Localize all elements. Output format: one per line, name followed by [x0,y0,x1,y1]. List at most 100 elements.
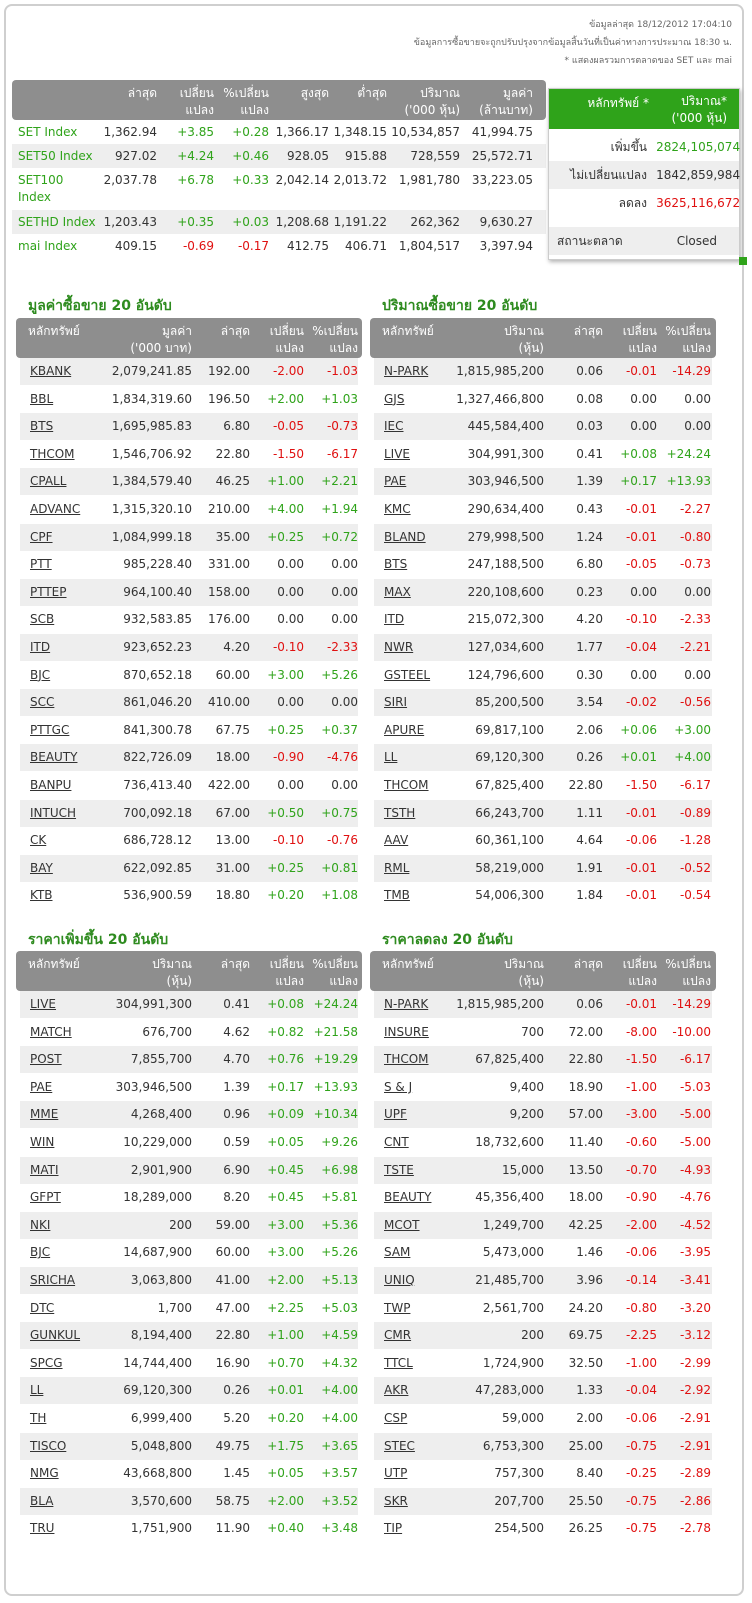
symbol-link[interactable]: SCB [30,612,55,627]
symbol-link[interactable]: BAY [30,860,53,875]
symbol-link[interactable]: MCOT [384,1217,420,1232]
symbol-link[interactable]: TSTH [384,805,416,820]
table-row[interactable]: MATI 2,901,900 6.90 +0.45 +6.98 [20,1156,358,1184]
symbol-link[interactable]: THCOM [384,778,429,792]
table-row[interactable]: KMC 290,634,400 0.43 -0.01 -2.27 [374,496,712,523]
table-row[interactable]: TSTH 66,243,700 1.11 -0.01 -0.89 [374,799,712,827]
table-row[interactable]: MATCH 676,700 4.62 +0.82 +21.58 [20,1019,358,1046]
table-row[interactable]: TH 6,999,400 5.20 +0.20 +4.00 [20,1405,358,1432]
table-row[interactable]: KBANK 2,079,241.85 192.00 -2.00 -1.03 [20,358,358,385]
table-row[interactable]: MCOT 1,249,700 42.25 -2.00 -4.52 [374,1211,712,1239]
table-row[interactable]: APURE 69,817,100 2.06 +0.06 +3.00 [374,717,712,744]
table-row[interactable]: BTS 247,188,500 6.80 -0.05 -0.73 [374,551,712,578]
table-row[interactable]: PAE 303,946,500 1.39 +0.17 +13.93 [20,1074,358,1101]
symbol-link[interactable]: KTB [30,888,53,903]
symbol-link[interactable]: LL [384,750,398,765]
table-row[interactable]: BEAUTY 45,356,400 18.00 -0.90 -4.76 [374,1184,712,1211]
index-name[interactable]: SET Index [18,125,78,139]
symbol-link[interactable]: STEC [384,1438,415,1453]
table-row[interactable]: TISCO 5,048,800 49.75 +1.75 +3.65 [20,1432,358,1460]
table-row[interactable]: BAY 622,092.85 31.00 +0.25 +0.81 [20,854,358,882]
table-row[interactable]: AAV 60,361,100 4.64 -0.06 -1.28 [374,827,712,854]
symbol-link[interactable]: N-PARK [384,364,429,378]
table-row[interactable]: SIRI 85,200,500 3.54 -0.02 -0.56 [374,689,712,717]
table-row[interactable]: GFPT 18,289,000 8.20 +0.45 +5.81 [20,1184,358,1211]
symbol-link[interactable]: ADVANC [30,502,81,516]
table-row[interactable]: POST 7,855,700 4.70 +0.76 +19.29 [20,1046,358,1074]
table-row[interactable]: UPF 9,200 57.00 -3.00 -5.00 [374,1101,712,1129]
symbol-link[interactable]: AAV [384,833,409,848]
table-row[interactable]: ITD 215,072,300 4.20 -0.10 -2.33 [374,606,712,633]
symbol-link[interactable]: MATI [30,1162,59,1177]
index-row[interactable]: SET100 Index 2,037.78 +6.78 +0.33 2,042.14 2,… [12,168,546,210]
symbol-link[interactable]: CNT [384,1135,409,1149]
symbol-link[interactable]: WIN [30,1135,55,1149]
table-row[interactable]: ADVANC 1,315,320.10 210.00 +4.00 +1.94 [20,496,358,523]
symbol-link[interactable]: DTC [30,1300,55,1315]
symbol-link[interactable]: APURE [384,722,425,737]
table-row[interactable]: NMG 43,668,800 1.45 +0.05 +3.57 [20,1460,358,1487]
table-row[interactable]: DTC 1,700 47.00 +2.25 +5.03 [20,1295,358,1322]
symbol-link[interactable]: NMG [30,1466,59,1481]
table-row[interactable]: LL 69,120,300 0.26 +0.01 +4.00 [20,1377,358,1405]
symbol-link[interactable]: BJC [30,667,51,682]
table-row[interactable]: UTP 757,300 8.40 -0.25 -2.89 [374,1460,712,1487]
table-row[interactable]: AKR 47,283,000 1.33 -0.04 -2.92 [374,1377,712,1405]
index-row[interactable]: SETHD Index 1,203.43 +0.35 +0.03 1,208.68 1,1… [12,210,546,234]
symbol-link[interactable]: BTS [30,419,54,434]
symbol-link[interactable]: CPF [30,529,53,544]
table-row[interactable]: CMR 200 69.75 -2.25 -3.12 [374,1322,712,1350]
table-row[interactable]: LIVE 304,991,300 0.41 +0.08 +24.24 [374,441,712,468]
symbol-link[interactable]: TWP [384,1300,411,1315]
table-row[interactable]: WIN 10,229,000 0.59 +0.05 +9.26 [20,1129,358,1156]
table-row[interactable]: SCB 932,583.85 176.00 0.00 0.00 [20,606,358,633]
table-row[interactable]: BLAND 279,998,500 1.24 -0.01 -0.80 [374,523,712,551]
symbol-link[interactable]: UTP [384,1466,408,1481]
table-row[interactable]: TSTE 15,000 13.50 -0.70 -4.93 [374,1156,712,1184]
table-row[interactable]: N-PARK 1,815,985,200 0.06 -0.01 -14.29 [374,991,712,1018]
table-row[interactable]: BANPU 736,413.40 422.00 0.00 0.00 [20,772,358,799]
symbol-link[interactable]: POST [30,1052,62,1067]
symbol-link[interactable]: BLAND [384,529,426,544]
symbol-link[interactable]: IEC [384,419,404,434]
symbol-link[interactable]: TISCO [30,1438,67,1453]
symbol-link[interactable]: SIRI [384,695,408,710]
table-row[interactable]: GSTEEL 124,796,600 0.30 0.00 0.00 [374,662,712,689]
table-row[interactable]: BJC 14,687,900 60.00 +3.00 +5.26 [20,1239,358,1266]
symbol-link[interactable]: SKR [384,1493,408,1508]
symbol-link[interactable]: MME [30,1107,59,1122]
table-row[interactable]: NWR 127,034,600 1.77 -0.04 -2.21 [374,634,712,661]
table-row[interactable]: BJC 870,652.18 60.00 +3.00 +5.26 [20,662,358,689]
index-name[interactable]: SET50 Index [18,149,93,163]
symbol-link[interactable]: GUNKUL [30,1328,81,1343]
symbol-link[interactable]: MATCH [30,1024,72,1039]
symbol-link[interactable]: CK [30,833,47,848]
table-row[interactable]: SRICHA 3,063,800 41.00 +2.00 +5.13 [20,1267,358,1294]
symbol-link[interactable]: UNIQ [384,1273,415,1287]
symbol-link[interactable]: SRICHA [30,1273,76,1287]
table-row[interactable]: UNIQ 21,485,700 3.96 -0.14 -3.41 [374,1267,712,1294]
symbol-link[interactable]: LL [30,1383,44,1398]
symbol-link[interactable]: NKI [30,1217,51,1232]
table-row[interactable]: TTCL 1,724,900 32.50 -1.00 -2.99 [374,1350,712,1377]
index-row[interactable]: mai Index 409.15 -0.69 -0.17 412.75 406.71 1,8… [12,234,546,258]
table-row[interactable]: TRU 1,751,900 11.90 +0.40 +3.48 [20,1515,358,1542]
table-row[interactable]: SKR 207,700 25.50 -0.75 -2.86 [374,1487,712,1515]
table-row[interactable]: THCOM 1,546,706.92 22.80 -1.50 -6.17 [20,441,358,468]
table-row[interactable]: BTS 1,695,985.83 6.80 -0.05 -0.73 [20,413,358,441]
table-row[interactable]: SCC 861,046.20 410.00 0.00 0.00 [20,689,358,717]
symbol-link[interactable]: PAE [30,1079,53,1094]
symbol-link[interactable]: BEAUTY [384,1190,432,1205]
table-row[interactable]: IEC 445,584,400 0.03 0.00 0.00 [374,413,712,441]
symbol-link[interactable]: UPF [384,1107,407,1122]
symbol-link[interactable]: SAM [384,1245,411,1260]
table-row[interactable]: N-PARK 1,815,985,200 0.06 -0.01 -14.29 [374,358,712,385]
symbol-link[interactable]: GJS [384,391,405,406]
symbol-link[interactable]: TRU [30,1521,55,1536]
table-row[interactable]: S & J 9,400 18.90 -1.00 -5.03 [374,1074,712,1101]
table-row[interactable]: GJS 1,327,466,800 0.08 0.00 0.00 [374,386,712,413]
symbol-link[interactable]: LIVE [384,446,411,461]
table-row[interactable]: THCOM 67,825,400 22.80 -1.50 -6.17 [374,772,712,799]
symbol-link[interactable]: LIVE [30,997,57,1011]
symbol-link[interactable]: BBL [30,391,54,406]
